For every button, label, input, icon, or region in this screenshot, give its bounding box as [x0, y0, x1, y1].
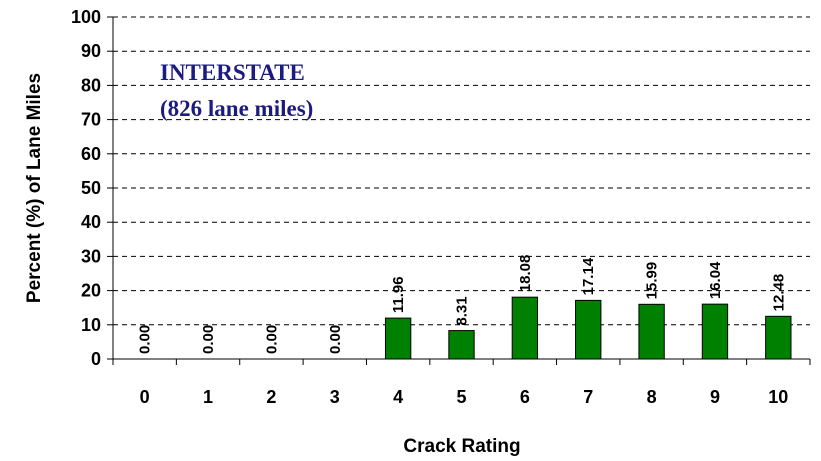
x-tick-label: 1	[203, 387, 213, 407]
y-tick-label: 100	[71, 7, 101, 27]
x-tick-label: 8	[647, 387, 657, 407]
x-tick-label: 3	[330, 387, 340, 407]
y-tick-label: 10	[81, 315, 101, 335]
y-tick-label: 40	[81, 212, 101, 232]
value-label: 0.00	[200, 325, 217, 354]
annotation: (826 lane miles)	[160, 96, 313, 121]
x-tick-label: 7	[583, 387, 593, 407]
x-tick-label: 4	[393, 387, 403, 407]
y-tick-label: 80	[81, 75, 101, 95]
y-tick-label: 20	[81, 281, 101, 301]
value-label: 17.14	[580, 257, 597, 295]
bar	[765, 315, 792, 360]
bar	[701, 303, 729, 360]
value-label: 0.00	[327, 325, 344, 354]
bar	[575, 299, 602, 360]
y-tick-label: 90	[81, 41, 101, 61]
x-tick-label: 0	[140, 387, 150, 407]
value-label: 15.99	[644, 262, 661, 300]
value-label: 12.48	[770, 274, 787, 312]
value-label: 18.08	[517, 255, 534, 293]
x-tick-label: 6	[520, 387, 530, 407]
y-tick-label: 70	[81, 110, 101, 130]
value-label: 11.96	[390, 276, 407, 313]
y-tick-label: 30	[81, 246, 101, 266]
bar	[448, 330, 475, 360]
x-tick-label: 9	[710, 387, 720, 407]
value-label: 8.31	[454, 296, 471, 325]
bar	[638, 303, 665, 360]
bar	[511, 296, 539, 360]
bar	[384, 317, 412, 360]
y-tick-label: 50	[81, 178, 101, 198]
value-label: 0.00	[137, 325, 154, 354]
x-axis-title: Crack Rating	[403, 436, 520, 457]
value-label: 0.00	[263, 325, 280, 354]
y-axis-title: Percent (%) of Lane Miles	[24, 73, 45, 303]
y-tick-label: 0	[91, 349, 101, 369]
annotation: INTERSTATE	[160, 60, 305, 85]
x-tick-label: 2	[266, 387, 276, 407]
y-tick-label: 60	[81, 144, 101, 164]
x-tick-label: 5	[456, 387, 466, 407]
x-tick-label: 10	[768, 387, 788, 407]
value-label: 16.04	[707, 261, 724, 299]
